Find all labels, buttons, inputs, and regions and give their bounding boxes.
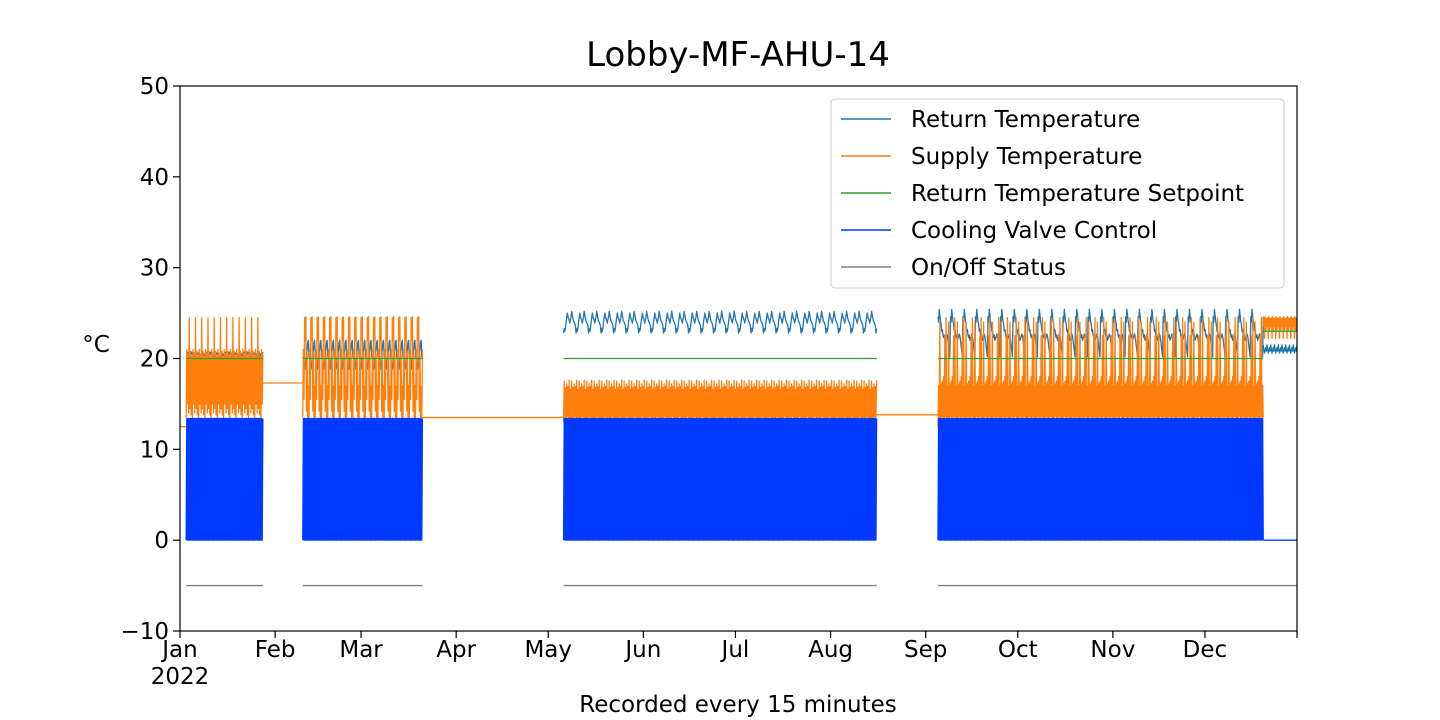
x-tick-label: Dec xyxy=(1183,637,1228,663)
legend-label: Cooling Valve Control xyxy=(911,218,1157,244)
chart-title: Lobby-MF-AHU-14 xyxy=(586,35,890,75)
series-return-temperature-setpoint xyxy=(186,330,1297,360)
series-line-segment xyxy=(185,417,264,541)
x-axis-label: Recorded every 15 minutes xyxy=(579,692,897,718)
y-tick-label: 0 xyxy=(154,528,169,554)
x-tick-label: May xyxy=(524,637,572,663)
x-tick-label: Apr xyxy=(436,637,476,663)
legend-label: Return Temperature xyxy=(911,107,1140,133)
y-tick-label: 50 xyxy=(140,74,169,100)
legend-label: On/Off Status xyxy=(911,255,1066,281)
series-line-segment xyxy=(185,316,264,419)
series-line-segment xyxy=(1262,344,1298,354)
legend-label: Return Temperature Setpoint xyxy=(911,181,1244,207)
x-tick-label: Sep xyxy=(904,637,947,663)
series-line-segment xyxy=(562,379,878,423)
x-tick-label: Oct xyxy=(998,637,1038,663)
y-tick-label: 20 xyxy=(140,347,169,373)
y-axis-label: °C xyxy=(82,332,110,358)
plot-series xyxy=(180,308,1298,587)
series-cooling-valve-control xyxy=(185,417,1297,541)
x-tick-label: Mar xyxy=(339,637,383,663)
y-tick-label: 30 xyxy=(140,256,169,282)
y-tick-label: −10 xyxy=(120,619,169,645)
series-line-segment xyxy=(937,308,1264,358)
x-tick-label: Jun xyxy=(623,637,661,663)
x-axis: Jan Feb Mar Apr May Jun Jul Aug Sep Oct Nov Dec xyxy=(160,631,1298,663)
x-tick-label: Feb xyxy=(255,637,296,663)
series-line-segment xyxy=(562,417,878,541)
legend-label: Supply Temperature xyxy=(911,144,1142,170)
x-tick-label: Jan xyxy=(160,637,197,663)
series-line-segment xyxy=(1262,316,1298,340)
y-tick-label: 10 xyxy=(140,437,169,463)
legend: Return Temperature Supply Temperature Retu… xyxy=(830,98,1285,289)
legend-box xyxy=(830,98,1285,289)
series-line-segment xyxy=(562,310,878,334)
y-axis: −10 0 10 20 30 40 50 xyxy=(120,74,180,645)
x-tick-label: Nov xyxy=(1090,637,1135,663)
series-line-segment xyxy=(302,316,424,419)
y-tick-label: 40 xyxy=(140,165,169,191)
series-line-segment xyxy=(937,417,1264,541)
x-year-label: 2022 xyxy=(151,664,210,690)
x-tick-label: Aug xyxy=(808,637,853,663)
x-tick-label: Jul xyxy=(720,637,750,663)
series-line-segment xyxy=(302,417,424,541)
